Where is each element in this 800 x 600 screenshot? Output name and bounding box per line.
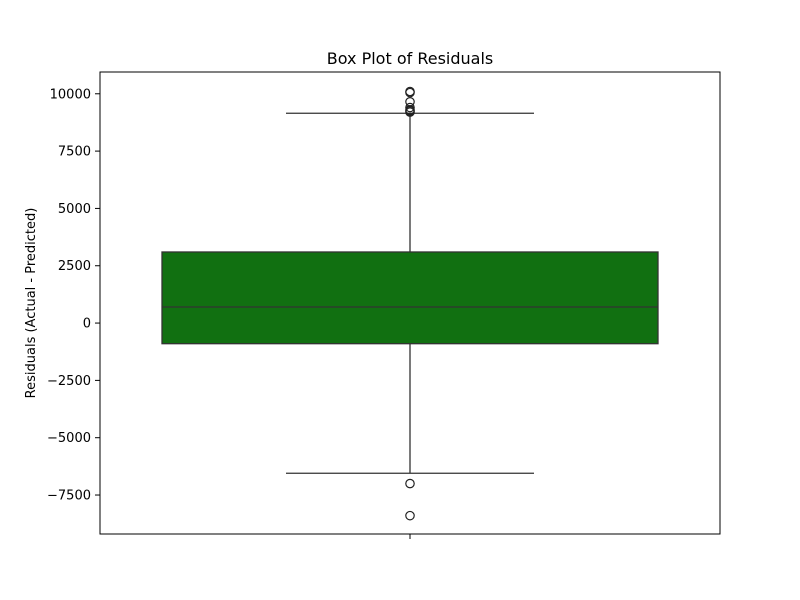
outlier-point <box>405 87 415 98</box>
y-tick-label: 10000 <box>50 87 91 102</box>
outlier-point <box>405 510 415 521</box>
iqr-box <box>161 251 659 345</box>
y-axis-ticks: 10000 7500 5000 2500 0 −2500 −5000 −7500 <box>47 87 100 504</box>
y-tick-label: −5000 <box>47 431 91 446</box>
chart-title: Box Plot of Residuals <box>327 49 493 68</box>
y-tick-label: 7500 <box>58 145 91 160</box>
y-tick-label: −7500 <box>47 489 91 504</box>
y-tick-label: −2500 <box>47 374 91 389</box>
outlier-point <box>405 478 415 489</box>
y-tick-label: 5000 <box>58 202 91 217</box>
outlier-point <box>405 107 415 117</box>
y-tick-label: 2500 <box>58 259 91 274</box>
y-axis-label: Residuals (Actual - Predicted) <box>24 208 39 399</box>
plot-area <box>161 86 659 521</box>
y-tick-label: 0 <box>83 317 91 332</box>
